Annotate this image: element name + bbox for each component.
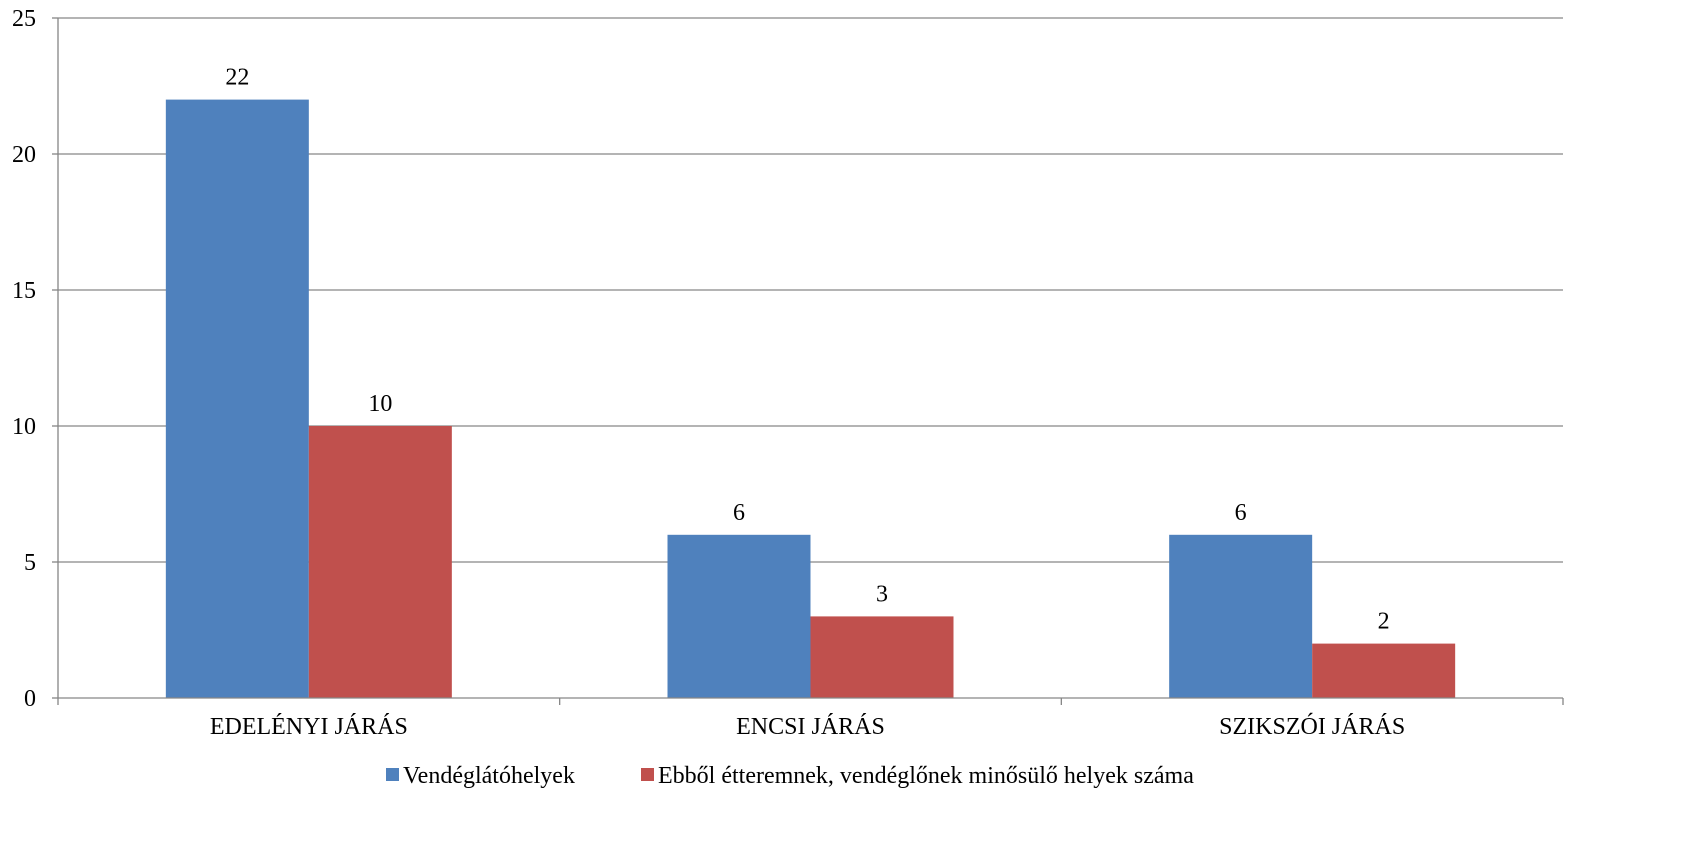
y-tick-label: 15 (12, 278, 36, 304)
y-tick-label: 10 (12, 414, 36, 440)
data-labels: 22 10 6 3 6 2 (225, 65, 1389, 635)
axes (57, 18, 1564, 705)
data-label: 22 (225, 65, 249, 91)
bar-vendeglatohelyek-2 (667, 534, 811, 698)
y-tick-label: 0 (24, 686, 36, 712)
legend: Vendéglátóhelyek Ebből étteremnek, vendég… (386, 763, 1194, 789)
legend-label: Ebből étteremnek, vendéglőnek minősülő h… (658, 763, 1194, 789)
bar-etteremnek-3 (1312, 643, 1456, 698)
x-category-label: SZIKSZÓI JÁRÁS (1219, 713, 1405, 740)
legend-swatch (641, 768, 654, 781)
data-label: 2 (1378, 609, 1390, 635)
y-tick-label: 25 (12, 6, 36, 32)
legend-label: Vendéglátóhelyek (403, 763, 575, 789)
data-label: 6 (1235, 500, 1247, 526)
y-tick-label: 20 (12, 142, 36, 168)
bars (165, 99, 1456, 699)
bar-vendeglatohelyek-1 (165, 99, 309, 699)
x-category-label: ENCSI JÁRÁS (736, 714, 885, 740)
bar-etteremnek-1 (308, 426, 452, 698)
data-label: 6 (733, 500, 745, 526)
bar-vendeglatohelyek-3 (1169, 534, 1313, 698)
legend-swatch (386, 768, 399, 781)
x-axis-categories: EDELÉNYI JÁRÁS ENCSI JÁRÁS SZIKSZÓI JÁRÁS (210, 713, 1405, 740)
data-label: 10 (368, 391, 392, 417)
y-axis-ticks: 0 5 10 15 20 25 (12, 6, 58, 712)
data-label: 3 (876, 581, 888, 607)
bar-etteremnek-2 (810, 616, 954, 698)
x-category-label: EDELÉNYI JÁRÁS (210, 714, 408, 740)
y-tick-label: 5 (24, 550, 36, 576)
